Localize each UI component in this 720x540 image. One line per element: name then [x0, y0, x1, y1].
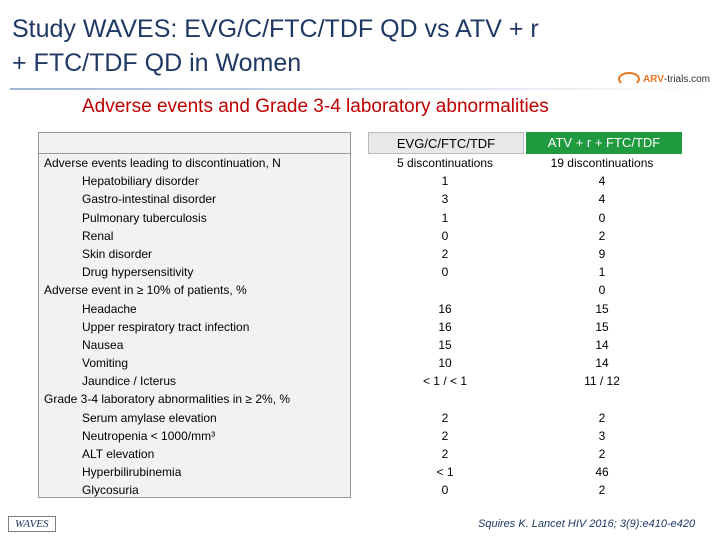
evg-value — [365, 281, 525, 299]
row-label: Neutropenia < 1000/mm³ — [82, 428, 216, 443]
logo-domain: -trials.com — [663, 73, 710, 85]
evg-value: 1 — [441, 174, 449, 189]
column-header-evg: EVG/C/FTC/TDF — [368, 132, 524, 154]
title-line-2: + FTC/TDF QD in Women — [12, 49, 302, 77]
logo-swoosh-icon — [617, 72, 640, 86]
row-label: Skin disorder — [82, 246, 153, 261]
evg-value: 16 — [438, 301, 452, 316]
atv-value: 14 — [595, 356, 609, 371]
evg-value: 1 — [441, 210, 449, 225]
row-labels-panel — [38, 132, 351, 498]
atv-value: 2 — [598, 410, 606, 425]
atv-value: 1 — [598, 265, 606, 280]
row-label: Drug hypersensitivity — [82, 265, 194, 280]
evg-value: < 1 / < 1 — [422, 374, 468, 389]
evg-value: 0 — [441, 228, 449, 243]
evg-value: 2 — [441, 447, 449, 461]
evg-value: 5 discontinuations — [396, 156, 494, 170]
slide-subtitle: Adverse events and Grade 3-4 laboratory … — [82, 96, 549, 117]
study-badge: WAVES — [8, 516, 56, 532]
atv-value: 19 discontinuations — [550, 156, 654, 170]
atv-value: 15 — [595, 319, 609, 334]
evg-value: 0 — [441, 265, 449, 280]
atv-value: 3 — [598, 428, 606, 443]
evg-value — [365, 390, 525, 408]
row-label: Gastro-intestinal disorder — [82, 192, 217, 207]
row-label: Glycosuria — [82, 483, 139, 498]
arv-trials-logo: ARV -trials.com — [617, 72, 710, 86]
evg-values-column: 5 discontinuations 1 3 1 0 2 0 16 16 15 10 < 1 / < … — [365, 154, 525, 500]
row-label: Jaundice / Icterus — [82, 374, 177, 389]
atv-value: 11 / 12 — [584, 374, 620, 389]
evg-value: 2 — [441, 246, 449, 261]
title-line-1: Study WAVES: EVG/C/FTC/TDF QD vs ATV + r — [12, 15, 539, 43]
evg-value: 2 — [441, 410, 449, 425]
column-header-atv: ATV + r + FTC/TDF — [526, 132, 682, 154]
evg-value: 15 — [438, 337, 452, 352]
citation: Squires K. Lancet HIV 2016; 3(9):e410-e4… — [478, 518, 696, 530]
row-label: Adverse event in ≥ 10% of patients, % — [44, 283, 247, 298]
row-label: Nausea — [82, 337, 124, 352]
row-label: Vomiting — [82, 356, 129, 371]
evg-value: 2 — [441, 428, 449, 443]
atv-value: 14 — [595, 337, 609, 352]
row-label: Pulmonary tuberculosis — [82, 210, 207, 225]
atv-value: 0 — [598, 210, 606, 225]
atv-value: 2 — [598, 447, 606, 461]
evg-value: 3 — [441, 192, 449, 207]
atv-value — [522, 390, 682, 408]
atv-value: 4 — [598, 192, 606, 207]
atv-values-column: 19 discontinuations 4 4 0 2 9 1 0 15 15 14 14 11 / 1… — [522, 154, 682, 500]
atv-value: 0 — [598, 283, 606, 298]
atv-value: 46 — [595, 465, 609, 480]
row-label: Serum amylase elevation — [82, 410, 217, 425]
atv-value: 2 — [598, 228, 606, 243]
row-label: Upper respiratory tract infection — [82, 319, 250, 334]
row-labels-column: Adverse events leading to discontinuatio… — [44, 154, 354, 500]
row-label: Hyperbilirubinemia — [82, 465, 182, 480]
logo-brand: ARV — [642, 73, 664, 85]
row-label: Adverse events leading to discontinuatio… — [44, 156, 281, 170]
row-label: Hepatobiliary disorder — [82, 174, 199, 189]
row-label: Headache — [82, 301, 137, 316]
atv-value: 15 — [595, 301, 609, 316]
evg-value: < 1 — [436, 465, 454, 480]
row-label: Grade 3-4 laboratory abnormalities in ≥ … — [44, 392, 291, 407]
evg-value: 16 — [438, 319, 452, 334]
atv-value: 2 — [598, 483, 606, 498]
evg-value: 0 — [441, 483, 449, 498]
atv-value: 9 — [598, 246, 606, 261]
title-divider — [10, 88, 710, 90]
row-label: Renal — [82, 228, 114, 243]
row-label: ALT elevation — [82, 447, 155, 461]
slide-title: Study WAVES: EVG/C/FTC/TDF QD vs ATV + r… — [12, 12, 612, 80]
atv-value: 4 — [598, 174, 606, 189]
evg-value: 10 — [438, 356, 452, 371]
